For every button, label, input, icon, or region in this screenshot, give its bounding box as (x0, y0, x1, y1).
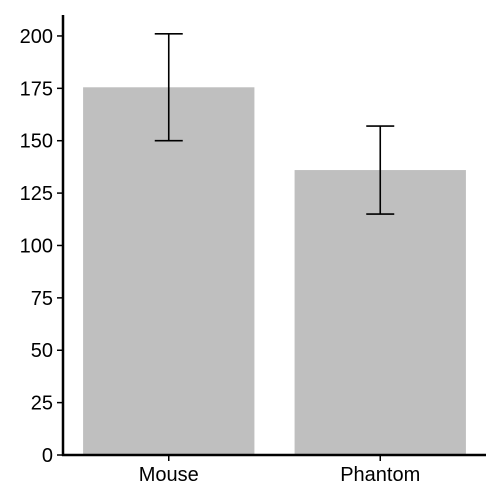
y-tick-label: 75 (31, 288, 53, 310)
error-bars-group (154, 33, 395, 215)
y-axis-ticks: 0 25 50 75 100 125 150 175 200 (20, 26, 63, 467)
bar-mouse (83, 87, 255, 456)
x-tick-label: Phantom (340, 464, 420, 486)
y-tick-label: 150 (20, 131, 53, 153)
bar-phantom (294, 170, 466, 456)
y-tick-label: 100 (20, 235, 53, 257)
y-tick-label: 50 (31, 340, 53, 362)
y-tick-label: 125 (20, 183, 53, 205)
y-tick-label: 175 (20, 78, 53, 100)
y-tick-label: 25 (31, 393, 53, 415)
y-tick-label: 0 (42, 445, 53, 467)
bars-group (83, 87, 466, 456)
x-axis-ticks: Mouse Phantom (139, 455, 420, 486)
y-tick-label: 200 (20, 26, 53, 48)
x-tick-label: Mouse (139, 464, 199, 486)
